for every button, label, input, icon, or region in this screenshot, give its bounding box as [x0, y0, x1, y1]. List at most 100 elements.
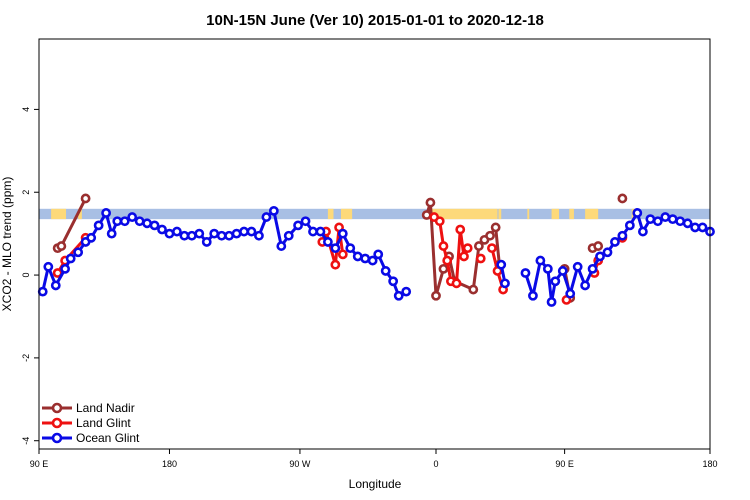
ocean-glint-line: [524, 211, 711, 304]
ocean-glint-point: [201, 237, 212, 247]
ocean-band: [39, 208, 710, 220]
ocean-glint-point: [60, 263, 70, 274]
legend-swatch-marker: [51, 432, 63, 444]
ocean-glint-point: [276, 241, 287, 251]
land-glint-point: [487, 243, 497, 254]
ocean-glint-point: [134, 216, 145, 227]
ocean-glint-point: [194, 228, 205, 239]
x-tick-label: 180: [702, 459, 717, 469]
ocean-glint-point: [216, 230, 227, 241]
ocean-glint-point: [142, 218, 153, 229]
ocean-glint-point: [65, 253, 76, 264]
land-nadir-point: [468, 284, 479, 295]
ocean-glint-point: [149, 220, 160, 231]
legend-item-land-nadir: Land Nadir: [42, 401, 135, 415]
land-band-segment: [551, 208, 560, 220]
x-axis-label: Longitude: [349, 477, 402, 491]
land-glint-point: [438, 241, 449, 251]
ocean-glint-point: [119, 216, 130, 227]
land-band-segment: [585, 208, 599, 220]
ocean-glint-point: [697, 222, 708, 233]
ocean-glint-point: [496, 259, 507, 270]
land-nadir-point: [617, 193, 628, 204]
land-glint-point: [451, 278, 462, 289]
land-glint-point: [442, 255, 453, 266]
ocean-glint-point: [675, 216, 686, 227]
ocean-glint-point: [300, 216, 311, 227]
ocean-glint-point: [572, 261, 583, 272]
ocean-glint-point: [624, 220, 635, 231]
ocean-glint-point: [690, 222, 700, 233]
legend-item-land-glint: Land Glint: [42, 416, 131, 430]
ocean-glint-point: [638, 226, 648, 237]
ocean-glint-point: [380, 266, 391, 276]
series-ocean-glint: [37, 205, 715, 307]
land-glint-point: [330, 259, 341, 270]
ocean-glint-point: [632, 208, 643, 218]
ocean-glint-point: [315, 226, 326, 237]
ocean-glint-point: [127, 212, 138, 222]
ocean-glint-point: [352, 251, 363, 262]
ocean-glint-point: [401, 286, 412, 297]
legend-item-ocean-glint: Ocean Glint: [42, 431, 140, 445]
chart-title: 10N-15N June (Ver 10) 2015-01-01 to 2020…: [206, 12, 544, 29]
y-tick-label: 2: [21, 190, 31, 195]
ocean-glint-point: [337, 228, 348, 239]
x-tick-label: 90 E: [30, 459, 49, 469]
ocean-glint-point: [186, 230, 197, 241]
plot-frame: [38, 38, 711, 450]
land-band-segment: [327, 208, 334, 220]
land-glint-point: [434, 216, 445, 227]
land-nadir-point: [431, 290, 441, 301]
ocean-glint-point: [239, 226, 249, 237]
ocean-glint-point: [565, 288, 576, 299]
ocean-glint-point: [388, 276, 399, 287]
y-tick-label: 4: [21, 107, 31, 112]
ocean-glint-point: [500, 278, 510, 289]
ocean-glint-point: [587, 263, 598, 274]
series-land-nadir: [52, 193, 628, 303]
ocean-glint-point: [550, 276, 561, 287]
ocean-glint-point: [37, 286, 48, 297]
ocean-glint-point: [542, 263, 553, 274]
land-band-segment: [51, 208, 67, 220]
x-tick-label: 90 E: [555, 459, 574, 469]
ocean-glint-point: [73, 247, 84, 258]
legend-swatch-marker: [51, 402, 63, 414]
ocean-glint-point: [682, 218, 693, 229]
ocean-glint-point: [610, 237, 620, 247]
ocean-glint-point: [345, 243, 356, 254]
land-band-segment: [569, 208, 574, 220]
ocean-glint-point: [254, 230, 264, 241]
land-glint-point: [462, 243, 473, 254]
series-layer: [37, 193, 715, 307]
ocean-glint-point: [86, 232, 97, 243]
ocean-glint-point: [652, 216, 663, 227]
x-tick-label: 90 W: [289, 459, 311, 469]
ocean-glint-point: [209, 228, 220, 239]
ocean-glint-point: [373, 249, 384, 260]
land-nadir-point: [593, 241, 604, 251]
land-nadir-point: [80, 193, 91, 204]
land-band-segment: [428, 208, 498, 220]
land-nadir-point: [473, 241, 484, 251]
land-band-segment: [527, 208, 530, 220]
x-axis: 90 E 180 90 W 0 90 E 180: [30, 449, 718, 469]
y-axis-label: XCO2 - MLO trend (ppm): [0, 177, 14, 312]
ocean-glint-point: [308, 226, 318, 237]
land-band-segment: [78, 208, 82, 220]
land-nadir-point: [490, 222, 501, 233]
land-nadir-point: [438, 263, 449, 274]
ocean-glint-point: [520, 268, 531, 278]
ocean-glint-point: [268, 205, 279, 216]
land-glint-point: [455, 224, 466, 235]
land-band-segment: [498, 208, 502, 220]
ocean-glint-point: [323, 237, 333, 247]
ocean-glint-point: [557, 266, 568, 276]
ocean-glint-point: [580, 280, 591, 291]
ocean-glint-point: [528, 290, 538, 301]
ocean-glint-point: [179, 230, 190, 241]
ocean-glint-point: [172, 226, 182, 237]
ocean-glint-point: [224, 230, 235, 241]
